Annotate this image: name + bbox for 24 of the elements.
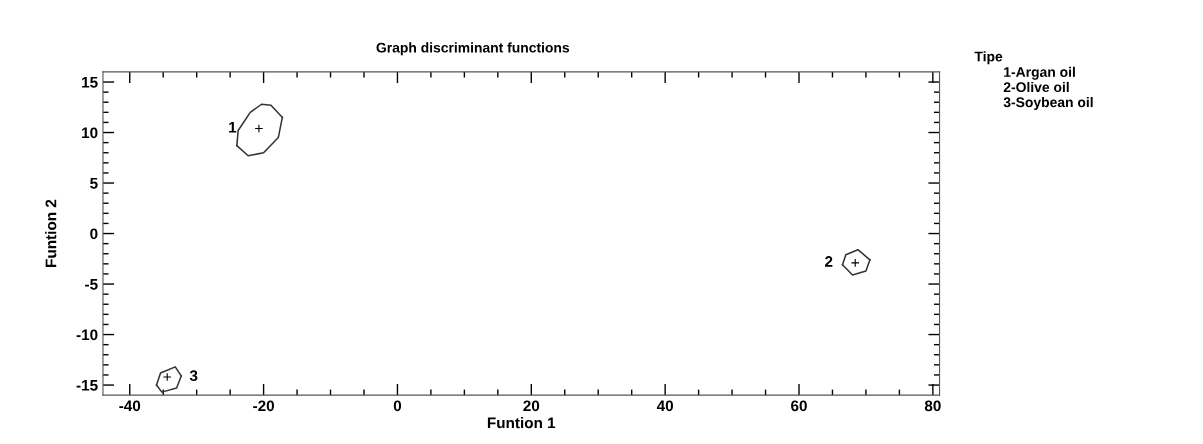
x-tick-label: 0 (393, 400, 402, 412)
x-tick-label: -40 (119, 400, 141, 412)
y-tick-label: 0 (90, 228, 98, 240)
x-axis-title: Funtion 1 (487, 417, 556, 429)
x-tick-label: 60 (791, 400, 807, 412)
y-tick-label: 10 (82, 127, 98, 139)
y-tick-label: 5 (90, 178, 98, 189)
series-label: 1 (229, 121, 237, 133)
series-label: 2 (825, 256, 833, 267)
legend-title: Tipe (974, 51, 1003, 65)
text: 3-Soybean oil (1003, 96, 1093, 110)
x-tick-label: 20 (523, 400, 540, 412)
y-tick-label: -10 (76, 329, 98, 341)
text: 1-Argan oil (1004, 66, 1075, 80)
y-tick-label: -5 (85, 279, 98, 290)
series-label: 3 (189, 370, 198, 382)
y-tick-label: 15 (82, 77, 98, 88)
text: 2-Olive oil (1003, 81, 1069, 93)
x-tick-label: 80 (924, 400, 941, 412)
y-tick-label: -15 (76, 380, 98, 391)
x-tick-label: -20 (253, 400, 275, 412)
y-axis-title: Funtion 2 (45, 199, 57, 267)
x-tick-label: 40 (656, 400, 674, 412)
chart-title: Graph discriminant functions (376, 42, 570, 56)
